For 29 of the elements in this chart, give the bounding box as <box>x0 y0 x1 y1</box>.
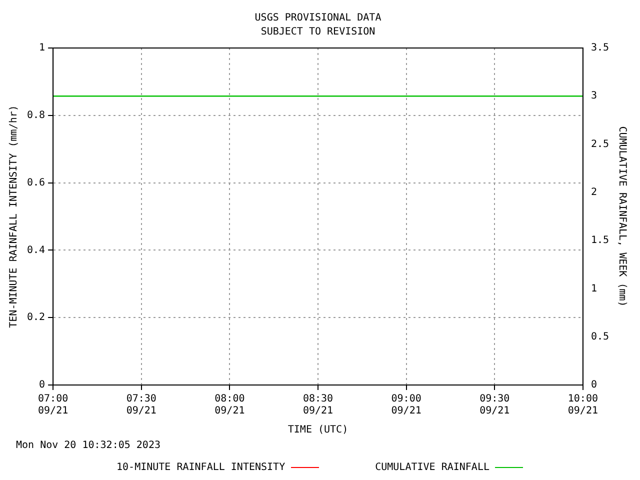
y-tick-label: 0.2 <box>27 312 46 324</box>
y-tick-label: 1 <box>39 42 46 54</box>
y-tick-label: 0.8 <box>27 110 46 121</box>
y2-tick-label: 2 <box>590 187 597 198</box>
legend-label: 10-MINUTE RAINFALL INTENSITY <box>116 462 286 473</box>
text: Mon Nov 20 10:32:05 2023 <box>16 440 160 451</box>
x-tick-label: 09:30 09/21 <box>480 394 510 417</box>
x-tick-label: 10:00 09/21 <box>568 394 598 417</box>
chart-subtitle: SUBJECT TO REVISION <box>260 26 376 38</box>
y-tick-label: 0.6 <box>27 177 46 188</box>
y2-tick-label: 1 <box>590 283 597 294</box>
x-axis-title: TIME (UTC) <box>288 424 348 436</box>
x-tick-label: 08:00 09/21 <box>214 394 245 417</box>
y2-tick-label: 3.5 <box>590 42 609 54</box>
x-tick-label: 07:00 09/21 <box>38 394 68 417</box>
chart-title: USGS PROVISIONAL DATA <box>254 12 382 24</box>
y-tick-label: 0.4 <box>27 244 46 256</box>
x-tick-label: 09:00 09/21 <box>391 394 422 417</box>
y2-tick-label: 1.5 <box>590 235 609 246</box>
x-tick-label: 07:30 09/21 <box>126 394 156 417</box>
y2-axis-title: CUMULATIVE RAINFALL, WEEK (mm) <box>616 126 628 307</box>
y-axis-title: TEN-MINUTE RAINFALL INTENSITY (mm/hr) <box>8 105 20 328</box>
y2-tick-label: 2.5 <box>590 138 609 150</box>
y2-tick-label: 0.5 <box>590 331 609 342</box>
y2-tick-label: 3 <box>590 90 597 102</box>
y2-tick-label: 0 <box>590 380 597 391</box>
y-tick-label: 0 <box>39 380 46 391</box>
x-tick-label: 08:30 09/21 <box>302 394 334 417</box>
legend-label: CUMULATIVE RAINFALL <box>375 462 490 473</box>
